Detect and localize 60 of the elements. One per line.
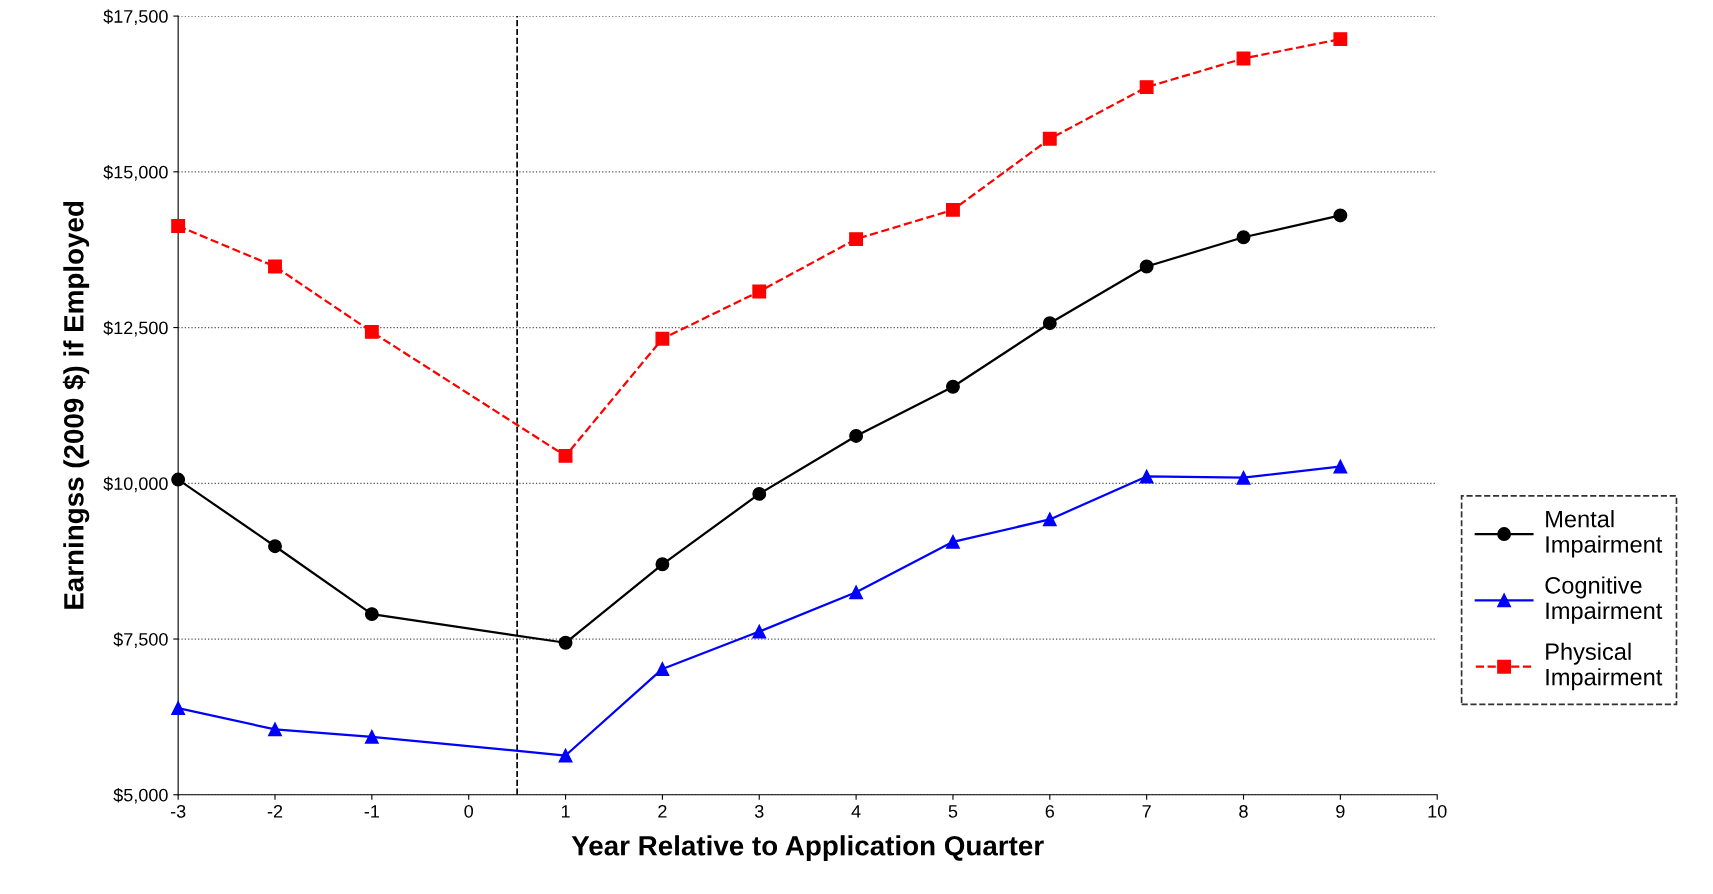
x-tick-label: 4 <box>851 805 861 818</box>
x-tick-label: 6 <box>1045 804 1055 818</box>
point <box>752 486 767 501</box>
legend-label: Physical Impairment <box>1546 642 1663 691</box>
y-axis-title: Earningss (2009 $) if Employed <box>62 201 90 609</box>
point <box>655 331 670 346</box>
point <box>655 661 670 676</box>
point <box>849 585 864 600</box>
point <box>1139 469 1154 484</box>
point <box>752 284 767 299</box>
y-tick-label: $5,000 <box>113 787 168 804</box>
x-tick-label: 1 <box>561 805 570 818</box>
y-tick-label: $17,500 <box>103 9 168 25</box>
x-tick-label: 2 <box>658 804 667 818</box>
point <box>558 635 573 650</box>
legend-label: Mental Impairment <box>1546 510 1663 558</box>
point <box>364 324 379 339</box>
point <box>558 448 573 463</box>
x-tick-label: 0 <box>464 804 474 818</box>
point <box>1042 316 1057 331</box>
point <box>171 219 186 233</box>
point <box>1236 470 1251 485</box>
point <box>849 429 864 443</box>
x-tick-label: -1 <box>364 805 379 818</box>
x-tick-label: 9 <box>1336 804 1345 818</box>
x-tick-label: 8 <box>1239 804 1248 818</box>
point <box>752 624 767 639</box>
y-tick-label: $7,500 <box>113 632 168 648</box>
point <box>946 534 960 549</box>
x-tick-label: 7 <box>1142 805 1151 818</box>
x-axis-title: Year Relative to Application Quarter <box>571 835 1044 862</box>
legend-label: Cognitive Impairment <box>1545 576 1663 624</box>
point <box>1139 80 1154 95</box>
point <box>268 259 282 274</box>
point <box>1042 512 1057 527</box>
point <box>1139 259 1154 274</box>
point <box>268 722 282 737</box>
point <box>1333 32 1348 47</box>
point <box>946 379 960 394</box>
point <box>364 729 379 744</box>
y-tick-label: $10,000 <box>103 476 168 493</box>
x-tick-label: 10 <box>1428 804 1447 818</box>
point <box>849 232 864 247</box>
point <box>946 202 960 217</box>
point <box>364 607 379 622</box>
point <box>268 539 282 554</box>
point <box>558 748 573 763</box>
x-tick-label: -2 <box>267 804 283 818</box>
point <box>1333 208 1348 223</box>
x-tick-label: 5 <box>948 805 958 818</box>
point <box>1333 459 1348 474</box>
point <box>171 472 186 487</box>
y-tick-label: $12,500 <box>103 320 168 337</box>
x-tick-label: -3 <box>170 804 186 818</box>
point <box>1236 230 1251 245</box>
point <box>1042 131 1057 146</box>
point <box>171 701 186 716</box>
point <box>655 557 670 572</box>
y-tick-label: $15,000 <box>103 165 168 181</box>
x-tick-label: 3 <box>754 804 764 818</box>
